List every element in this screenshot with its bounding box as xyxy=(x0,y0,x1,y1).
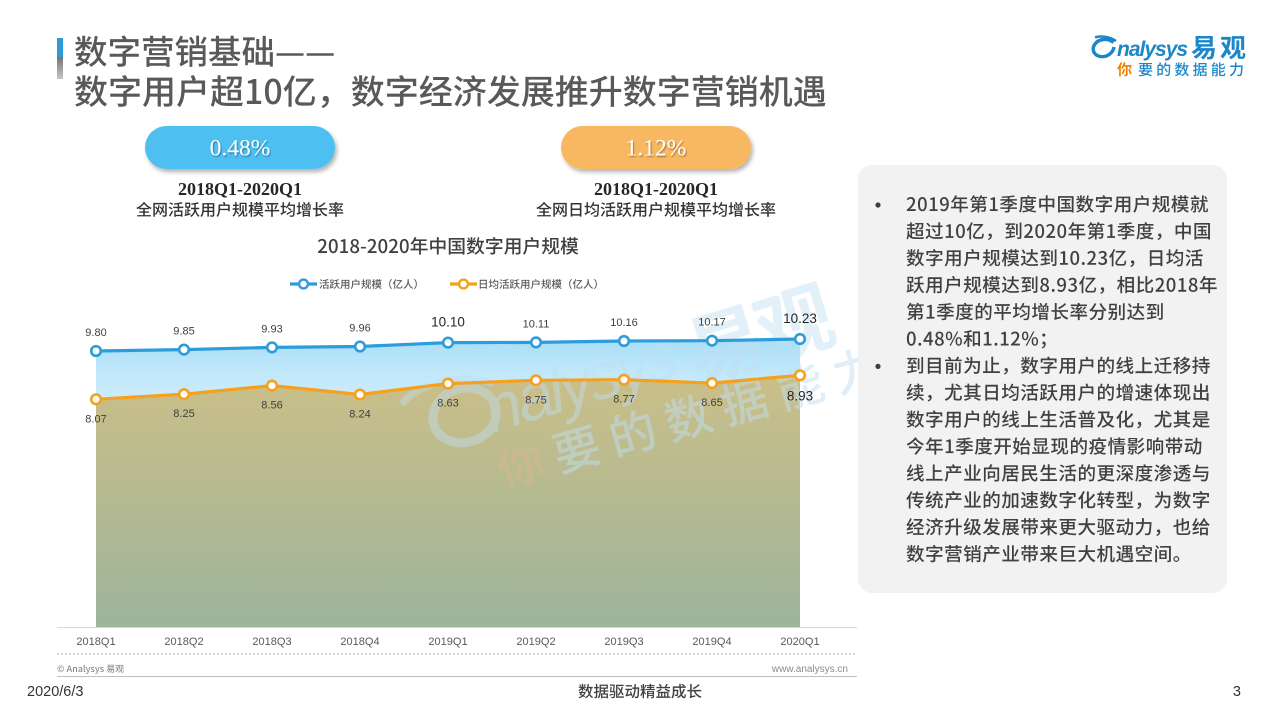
svg-text:8.93: 8.93 xyxy=(787,388,813,403)
svg-text:9.93: 9.93 xyxy=(261,323,282,335)
svg-text:8.63: 8.63 xyxy=(437,398,458,410)
svg-text:1.12%: 1.12% xyxy=(626,136,687,162)
svg-text:10.11: 10.11 xyxy=(523,318,550,330)
svg-text:8.07: 8.07 xyxy=(85,413,106,425)
svg-text:9.80: 9.80 xyxy=(85,327,106,339)
svg-text:8.77: 8.77 xyxy=(613,394,634,406)
svg-text:8.25: 8.25 xyxy=(173,408,194,420)
svg-text:2019Q1: 2019Q1 xyxy=(428,636,467,648)
svg-text:2018Q1-2020Q1: 2018Q1-2020Q1 xyxy=(594,179,718,199)
svg-text:2018Q2: 2018Q2 xyxy=(164,636,203,648)
svg-text:10.17: 10.17 xyxy=(698,317,726,329)
svg-text:2018Q1: 2018Q1 xyxy=(76,636,115,648)
svg-text:2019Q3: 2019Q3 xyxy=(604,636,643,648)
svg-text:10.16: 10.16 xyxy=(610,317,638,329)
svg-text:2018Q3: 2018Q3 xyxy=(252,636,291,648)
svg-text:2019Q2: 2019Q2 xyxy=(516,636,555,648)
svg-text:8.65: 8.65 xyxy=(701,397,722,409)
svg-text:2020Q1: 2020Q1 xyxy=(780,636,819,648)
svg-text:8.24: 8.24 xyxy=(349,409,370,421)
svg-text:2018Q4: 2018Q4 xyxy=(340,636,379,648)
svg-text:9.96: 9.96 xyxy=(349,323,370,335)
svg-text:www.analysys.cn: www.analysys.cn xyxy=(771,664,848,675)
svg-text:nalysys: nalysys xyxy=(1117,38,1187,61)
svg-text:2019Q4: 2019Q4 xyxy=(692,636,731,648)
svg-text:2018Q1-2020Q1: 2018Q1-2020Q1 xyxy=(178,179,302,199)
svg-text:0.48%: 0.48% xyxy=(210,136,271,162)
svg-text:3: 3 xyxy=(1233,684,1241,700)
svg-text:10.23: 10.23 xyxy=(783,311,817,326)
svg-text:8.75: 8.75 xyxy=(525,394,546,406)
svg-text:9.85: 9.85 xyxy=(173,326,194,338)
svg-text:8.56: 8.56 xyxy=(261,400,282,412)
svg-text:10.10: 10.10 xyxy=(431,315,465,330)
svg-text:2020/6/3: 2020/6/3 xyxy=(27,684,83,700)
